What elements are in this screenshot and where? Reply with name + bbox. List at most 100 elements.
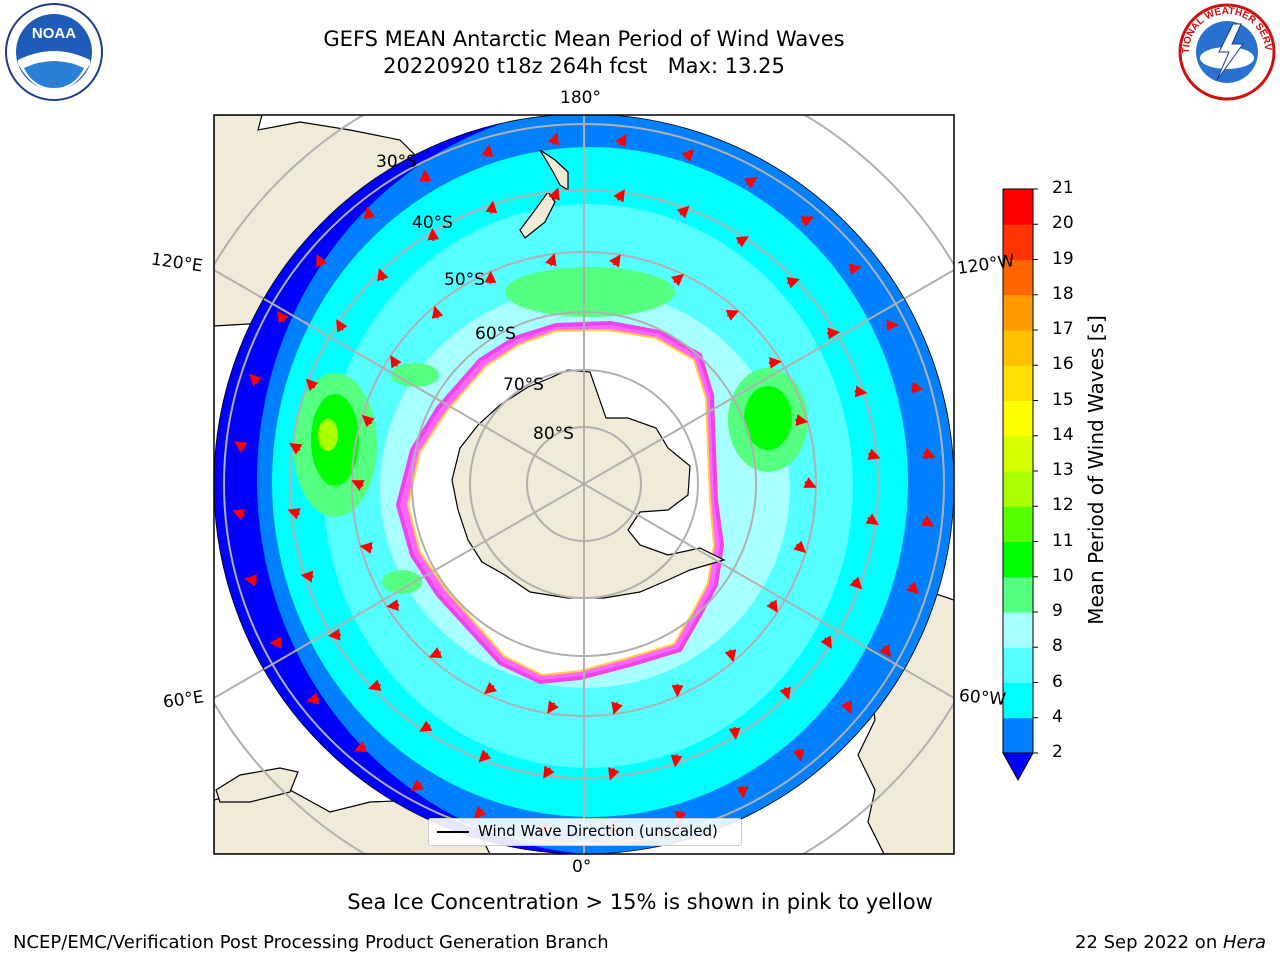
colorbar-tick-label: 20 <box>1052 213 1074 234</box>
colorbar-segment <box>1003 717 1033 754</box>
wave-direction-arrow <box>336 319 348 333</box>
colorbar-segment <box>1003 189 1033 225</box>
wave-direction-arrow <box>390 355 402 369</box>
wave-direction-arrow <box>248 373 262 387</box>
wave-direction-arrow <box>803 477 817 488</box>
colorbar-segment <box>1003 541 1033 578</box>
wave-direction-arrow <box>289 443 303 455</box>
wave-direction-arrow <box>377 268 389 282</box>
wave-direction-arrow <box>483 681 498 695</box>
colorbar-segment <box>1003 294 1033 331</box>
lat-label-70s: 70°S <box>503 375 544 395</box>
colorbar-tick-label: 12 <box>1052 495 1074 516</box>
colorbar-tick-label: 10 <box>1052 565 1074 586</box>
wave-direction-arrow <box>728 727 741 741</box>
wave-direction-arrow <box>906 581 920 595</box>
wave-direction-arrow <box>368 679 382 691</box>
map-subtitle: 20220920 t18z 264h fcst Max: 13.25 <box>383 54 785 78</box>
wave-direction-arrow <box>419 720 433 732</box>
wave-direction-arrow <box>473 806 487 820</box>
wave-direction-arrow <box>800 216 815 228</box>
colorbar-tick-label: 2 <box>1052 742 1063 762</box>
lat-label-50s: 50°S <box>444 270 485 290</box>
wave-direction-arrow <box>779 686 791 700</box>
wave-direction-arrow <box>287 508 301 520</box>
wave-direction-arrow <box>865 513 879 525</box>
map-legend: Wind Wave Direction (unscaled) <box>428 818 742 846</box>
colorbar-tick-label: 11 <box>1052 530 1074 551</box>
wave-direction-arrow <box>795 414 809 426</box>
sea-ice-caption: Sea Ice Concentration > 15% is shown in … <box>347 890 933 914</box>
colorbar-segment <box>1003 647 1033 683</box>
colorbar-tick-label: 6 <box>1052 671 1063 692</box>
map-title: GEFS MEAN Antarctic Mean Period of Wind … <box>323 27 845 51</box>
wave-direction-arrow <box>609 254 621 268</box>
wave-direction-arrow <box>428 647 443 659</box>
wave-direction-arrow <box>351 480 365 491</box>
wave-direction-arrow <box>670 273 685 287</box>
wave-direction-arrow <box>361 414 375 428</box>
wave-direction-arrow <box>744 176 758 189</box>
wave-direction-arrow <box>316 253 328 268</box>
colorbar-tick-label: 17 <box>1052 319 1074 339</box>
colorbar-segment <box>1003 471 1033 507</box>
wave-direction-arrow <box>545 253 557 267</box>
footer-date-text: 22 Sep 2022 on <box>1075 932 1223 953</box>
wave-direction-arrow <box>735 236 749 248</box>
lat-label-30s: 30°S <box>376 152 417 172</box>
wave-direction-arrow <box>481 144 494 158</box>
wave-direction-arrow <box>827 327 841 340</box>
wave-direction-arrow <box>849 576 863 590</box>
wave-direction-arrow <box>427 227 440 241</box>
colorbar-segment <box>1003 576 1033 613</box>
colorbar-tick-label: 4 <box>1052 706 1063 727</box>
colorbar-tick-label: 15 <box>1052 389 1074 410</box>
colorbar-tick-label: 18 <box>1052 283 1074 304</box>
svg-text:NOAA: NOAA <box>32 25 76 42</box>
lat-label-40s: 40°S <box>412 213 453 233</box>
wave-direction-arrow <box>478 749 492 763</box>
wave-direction-arrow <box>306 692 320 705</box>
lon-label-60w: 60°W <box>958 685 1007 711</box>
colorbar-tick-label: 14 <box>1052 424 1074 445</box>
wave-direction-arrow <box>867 448 881 460</box>
colorbar-segment <box>1003 259 1033 296</box>
wave-direction-arrow <box>681 148 695 162</box>
footer-date: 22 Sep 2022 on Hera <box>1075 932 1266 953</box>
wave-direction-arrow <box>386 599 400 612</box>
wave-direction-arrow <box>922 447 936 459</box>
colorbar-segment <box>1003 612 1033 648</box>
wave-direction-arrow <box>793 540 807 554</box>
legend-entry-label: Wind Wave Direction (unscaled) <box>478 822 718 840</box>
wave-direction-arrow <box>363 206 376 220</box>
wave-direction-arrow <box>670 754 683 768</box>
wave-direction-arrow <box>327 628 341 641</box>
wave-direction-arrow <box>233 441 248 453</box>
wave-direction-arrow <box>353 740 368 752</box>
colorbar-segment <box>1003 506 1033 542</box>
wave-direction-arrow <box>608 767 620 781</box>
footer-credit: NCEP/EMC/Verification Post Processing Pr… <box>13 932 609 953</box>
legend-line-swatch <box>437 831 469 833</box>
wave-direction-arrow <box>547 700 559 714</box>
wave-direction-arrow <box>840 700 852 715</box>
wave-direction-arrow <box>548 187 560 201</box>
noaa-logo: NOAA <box>4 2 104 106</box>
lat-label-60s: 60°S <box>475 324 516 344</box>
wave-direction-arrow <box>725 309 740 321</box>
wave-direction-arrow <box>820 635 832 649</box>
wave-direction-arrow <box>613 189 625 203</box>
wave-direction-arrow <box>920 515 935 527</box>
colorbar-tick-label: 16 <box>1052 354 1074 375</box>
wave-direction-arrow <box>410 779 424 792</box>
wave-direction-arrow <box>359 542 373 554</box>
wave-direction-arrow <box>766 599 778 613</box>
colorbar-segment <box>1003 224 1033 260</box>
map-frame <box>213 114 955 855</box>
colorbar <box>1002 188 1038 782</box>
wave-direction-arrow <box>431 305 444 319</box>
wave-direction-arrow <box>792 748 805 762</box>
colorbar-segment <box>1003 682 1033 719</box>
colorbar-tick-label: 21 <box>1052 178 1074 198</box>
